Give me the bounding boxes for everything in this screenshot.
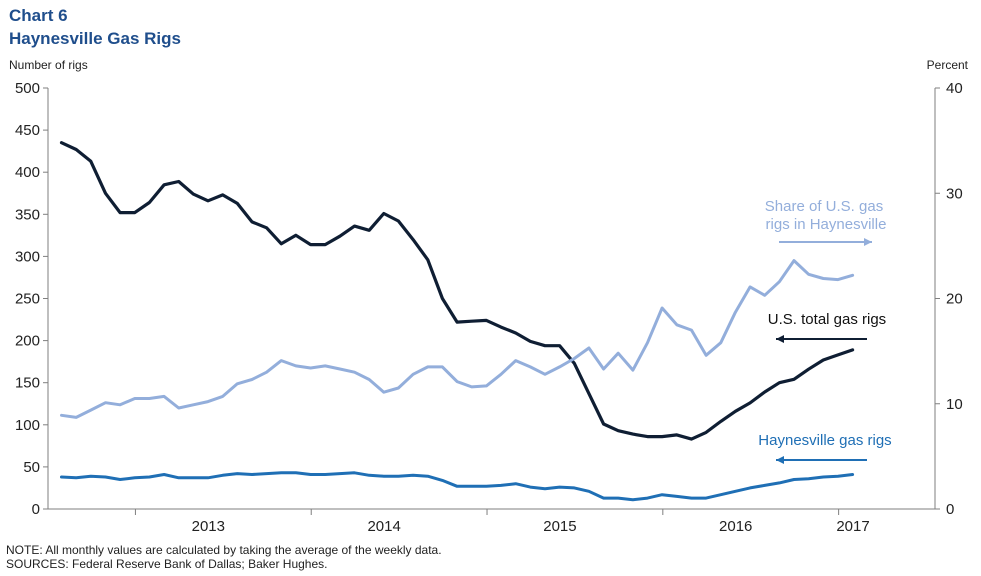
annotation-share-line2: rigs in Haynesville bbox=[766, 216, 887, 233]
y-left-tick-label: 100 bbox=[15, 417, 40, 434]
y-left-tick-label: 300 bbox=[15, 248, 40, 265]
y-left-tick-label: 500 bbox=[15, 80, 40, 97]
annotation-haynesville: Haynesville gas rigs bbox=[758, 432, 891, 449]
y-left-tick-label: 150 bbox=[15, 375, 40, 392]
y-left-tick-label: 350 bbox=[15, 206, 40, 223]
annotation-haynesville-arrow-head bbox=[776, 456, 784, 464]
y-right-tick-label: 0 bbox=[946, 501, 954, 518]
y-left-tick-label: 450 bbox=[15, 122, 40, 139]
y-left-tick-label: 0 bbox=[32, 501, 40, 518]
footnote: NOTE: All monthly values are calculated … bbox=[6, 543, 442, 557]
series-line-haynesville-gas-rigs bbox=[60, 471, 855, 502]
annotation-share-line1: Share of U.S. gas bbox=[765, 198, 883, 215]
annotation-us-total-arrow-head bbox=[776, 335, 784, 343]
y-axis-right-title: Percent bbox=[926, 58, 968, 72]
y-right-tick-label: 30 bbox=[946, 185, 963, 202]
y-right-tick-label: 10 bbox=[946, 396, 963, 413]
y-left-tick-label: 50 bbox=[23, 459, 40, 476]
sources-note: SOURCES: Federal Reserve Bank of Dallas;… bbox=[6, 557, 328, 571]
x-tick-label: 2013 bbox=[192, 518, 225, 535]
x-tick-label: 2015 bbox=[543, 518, 576, 535]
y-right-tick-label: 20 bbox=[946, 291, 963, 308]
series-line-haynesville-share bbox=[60, 259, 855, 419]
chart-title: Haynesville Gas Rigs bbox=[9, 29, 181, 48]
x-tick-label: 2016 bbox=[719, 518, 752, 535]
y-left-tick-label: 250 bbox=[15, 291, 40, 308]
line-chart: 0 50 100 150 200 250 300 350 400 450 500 0 10 20 30 40 2… bbox=[15, 80, 963, 535]
y-left-tick-label: 400 bbox=[15, 164, 40, 181]
annotation-share-arrow-head bbox=[864, 238, 872, 246]
y-left-tick-label: 200 bbox=[15, 333, 40, 350]
annotation-us-total: U.S. total gas rigs bbox=[768, 311, 886, 328]
series-line-us-total-gas-rigs bbox=[59, 141, 855, 441]
y-axis-left-title: Number of rigs bbox=[9, 58, 88, 72]
x-tick-label: 2014 bbox=[367, 518, 400, 535]
y-right-tick-label: 40 bbox=[946, 80, 963, 97]
x-tick-label: 2017 bbox=[836, 518, 869, 535]
chart-number: Chart 6 bbox=[9, 6, 68, 25]
